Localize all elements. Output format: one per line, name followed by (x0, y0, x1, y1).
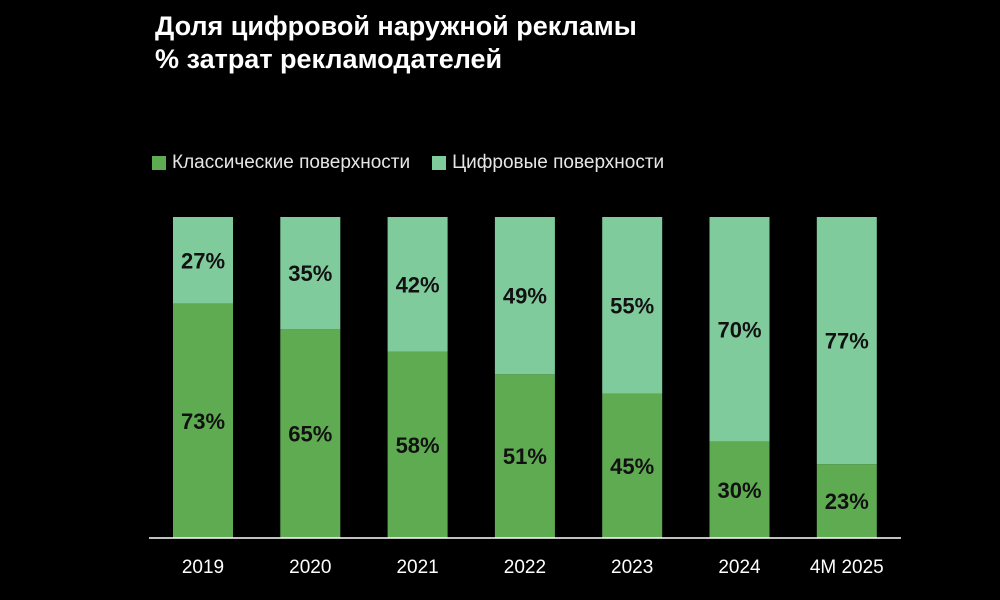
bar-classic (494, 374, 555, 538)
legend: Классические поверхности Цифровые поверх… (152, 152, 664, 174)
data-label: 70% (717, 317, 761, 342)
data-label: 77% (825, 329, 869, 354)
data-label: 51% (503, 444, 547, 469)
data-label: 42% (396, 272, 440, 297)
bar-classic (602, 393, 663, 538)
x-tick-label: 2021 (396, 557, 438, 578)
bar-digital (494, 217, 555, 375)
bar-classic (280, 329, 341, 538)
data-label: 73% (181, 409, 225, 434)
x-tick-label: 2024 (718, 557, 761, 578)
legend-item-classic: Классические поверхности (152, 152, 410, 174)
bar-digital (387, 217, 448, 352)
bar-classic (709, 441, 770, 538)
bar-digital (602, 217, 663, 394)
x-tick-label: 2023 (611, 557, 653, 578)
subtitle-line: % затрат рекламодателей (155, 44, 503, 74)
legend-swatch-digital (432, 156, 447, 170)
chart-title: Доля цифровой наружной рекламы % затрат … (155, 10, 637, 76)
legend-label-classic: Классические поверхности (172, 152, 411, 173)
x-tick-label: 4M 2025 (810, 557, 884, 578)
data-label: 35% (288, 261, 332, 286)
bar-classic (387, 351, 448, 538)
title-line: Доля цифровой наружной рекламы (155, 11, 637, 41)
data-label: 65% (288, 422, 332, 447)
legend-label-digital: Цифровые поверхности (452, 152, 665, 173)
bar-digital (173, 217, 233, 304)
data-label: 23% (825, 489, 869, 514)
x-tick-label: 2022 (504, 557, 546, 578)
x-tick-label: 2020 (289, 557, 331, 578)
data-label: 49% (503, 284, 547, 309)
data-label: 30% (717, 478, 761, 503)
data-label: 27% (181, 248, 225, 273)
data-label: 45% (610, 454, 654, 479)
data-label: 58% (396, 433, 440, 458)
data-label: 55% (610, 293, 654, 318)
bar-digital (709, 217, 770, 442)
bar-digital (280, 217, 341, 330)
x-tick-label: 2019 (182, 557, 224, 578)
legend-item-digital: Цифровые поверхности (432, 152, 664, 174)
bar-classic (816, 464, 877, 538)
bar-classic (173, 303, 233, 538)
bar-digital (816, 217, 877, 465)
legend-swatch-classic (152, 156, 166, 170)
